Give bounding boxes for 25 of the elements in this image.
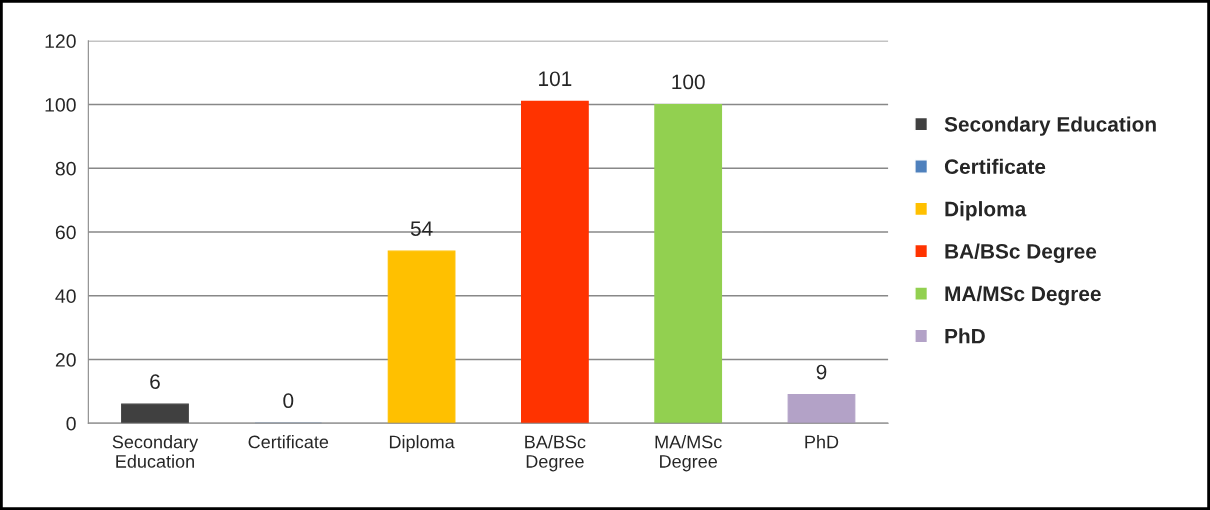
legend-label: Certificate (944, 158, 1046, 175)
y-tick-label: 0 (66, 416, 76, 431)
data-label: 101 (539, 71, 572, 87)
x-tick-label: BA/BSc Degree (525, 435, 586, 472)
x-tick-label: Diploma (389, 435, 455, 452)
legend-label: PhD (945, 328, 985, 344)
legend-label: MA/MSc Degree (945, 285, 1101, 306)
x-tick-label: PhD (805, 435, 839, 449)
y-tick-label: 80 (55, 161, 76, 176)
x-tick-label: Certificate (248, 435, 329, 449)
data-label: 0 (283, 393, 294, 409)
y-tick-label: 120 (45, 34, 76, 49)
y-tick-label: 20 (55, 353, 76, 367)
data-label: 6 (150, 374, 160, 389)
legend-label: BA/BSc Degree (945, 243, 1097, 263)
x-tick-label: MA/MSc Degree (655, 435, 722, 472)
x-tick-label: Secondary Education (112, 435, 199, 468)
y-tick-label: 40 (55, 289, 76, 304)
y-tick-label: 100 (45, 98, 76, 112)
legend-label: Diploma (945, 201, 1027, 221)
legend-label: Secondary Education (944, 116, 1156, 136)
data-label: 54 (410, 221, 433, 236)
y-tick-label: 60 (55, 225, 76, 240)
data-label: 100 (672, 74, 705, 90)
data-label: 9 (816, 364, 827, 380)
